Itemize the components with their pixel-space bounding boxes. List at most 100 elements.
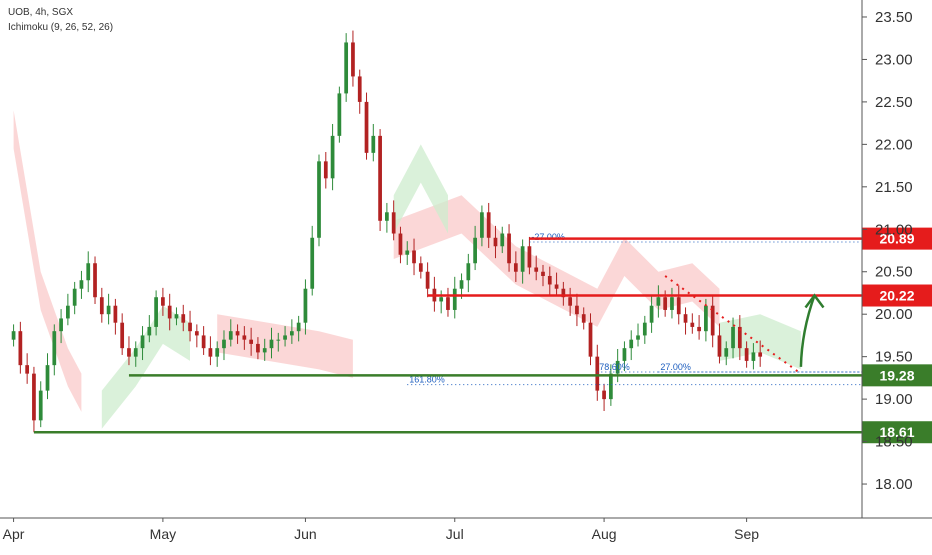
- candle-body: [405, 250, 410, 255]
- candle-body: [636, 335, 640, 340]
- candle-body: [161, 297, 165, 306]
- candle-body: [418, 263, 423, 272]
- candle-body: [670, 297, 674, 310]
- support-lower-label: 18.61: [879, 424, 914, 440]
- fib-label: -27.00%: [531, 232, 565, 242]
- candle-body: [486, 212, 491, 238]
- candle-body: [731, 326, 735, 349]
- annotation-lines: -27.00% 78.60% 27.00% 161.80%: [33, 232, 862, 434]
- candle-body: [608, 373, 613, 400]
- candle-body: [167, 305, 172, 319]
- time-tick-label: Aug: [592, 526, 617, 542]
- candle-body: [222, 339, 226, 349]
- candle-body: [208, 348, 213, 357]
- candle-body: [697, 326, 701, 332]
- candle-body: [303, 288, 308, 323]
- time-axis[interactable]: Apr May Jun Jul Aug Sep: [0, 517, 932, 542]
- time-tick-label: Apr: [3, 526, 25, 542]
- candle-body: [249, 339, 254, 344]
- support-lower-tag: [862, 421, 932, 444]
- candle-body: [710, 305, 715, 336]
- candle-body: [113, 305, 118, 323]
- cloud-bull-band: [393, 144, 448, 234]
- candle-body: [683, 314, 688, 323]
- candle-body: [758, 352, 763, 357]
- candle-body: [59, 318, 63, 332]
- candle-body: [500, 233, 505, 247]
- price-axis[interactable]: 20.89 20.22 19.28 18.61 23.50 23.00 22.50 22.00…: [861, 0, 932, 518]
- candle-body: [520, 246, 525, 272]
- fib-label: 27.00%: [660, 362, 691, 372]
- candle-body: [615, 360, 620, 374]
- candle-body: [751, 352, 756, 361]
- candle-body: [86, 263, 91, 281]
- candle-body: [52, 331, 57, 366]
- candle-body: [527, 246, 532, 268]
- candle-body: [412, 250, 416, 264]
- candle-body: [676, 297, 681, 315]
- candle-body: [541, 271, 545, 276]
- fib-label: 78.60%: [599, 362, 630, 372]
- price-tick-label: 20.50: [875, 264, 913, 281]
- candle-body: [127, 348, 131, 357]
- candle-body: [629, 339, 634, 349]
- candle-body: [330, 135, 335, 179]
- support-upper-label: 19.28: [879, 367, 914, 383]
- candle-body: [25, 365, 30, 374]
- candle-body: [568, 297, 573, 306]
- candle-body: [18, 331, 23, 366]
- candle-body: [106, 305, 111, 315]
- candle-body: [690, 322, 695, 327]
- candle-body: [289, 331, 294, 336]
- candle-body: [642, 322, 647, 336]
- candle-body: [656, 297, 661, 306]
- candle-body: [147, 326, 152, 336]
- candle-body: [242, 335, 247, 340]
- candle-body: [174, 314, 179, 319]
- time-tick-label: Sep: [734, 526, 759, 542]
- candle-body: [724, 348, 729, 357]
- candle-body: [439, 297, 444, 302]
- symbol-title: UOB, 4h, SGX: [8, 7, 74, 18]
- candle-body: [99, 297, 104, 315]
- candle-body: [595, 356, 600, 391]
- candle-body: [459, 280, 464, 289]
- candle-body: [717, 335, 722, 357]
- candle-body: [378, 135, 382, 221]
- candle-body: [547, 275, 552, 285]
- price-tick-label: 23.00: [875, 51, 913, 68]
- time-tick-label: Jun: [294, 526, 317, 542]
- time-tick-label: May: [150, 526, 176, 542]
- candle-body: [452, 288, 457, 310]
- candle-body: [296, 322, 301, 332]
- candle-body: [588, 322, 593, 357]
- candle-body: [262, 348, 267, 353]
- candle-body: [269, 339, 274, 349]
- price-tick-label: 21.50: [875, 179, 913, 196]
- candle-body: [344, 42, 349, 94]
- candle-body: [32, 373, 36, 421]
- price-tick-label: 21.00: [875, 221, 913, 238]
- candle-body: [534, 267, 539, 272]
- time-tick-label: Jul: [446, 526, 464, 542]
- candle-body: [507, 233, 511, 264]
- candle-body: [513, 263, 518, 272]
- price-tick-label: 18.00: [875, 476, 913, 493]
- candle-body: [737, 326, 742, 349]
- candle-body: [663, 297, 668, 310]
- candle-body: [385, 212, 389, 221]
- indicator-title: Ichimoku (9, 26, 52, 26): [8, 22, 114, 33]
- candle-body: [228, 331, 233, 340]
- price-tick-label: 19.00: [875, 391, 913, 408]
- price-tick-label: 18.50: [875, 434, 913, 451]
- candle-body: [371, 135, 376, 153]
- resistance-upper-tag: [862, 227, 932, 250]
- candle-body: [140, 335, 145, 349]
- candle-body: [649, 305, 654, 323]
- resistance-upper-label: 20.89: [879, 231, 914, 247]
- cloud-bear-band: [13, 110, 82, 412]
- candle-body: [398, 233, 403, 255]
- candle-body: [602, 390, 606, 400]
